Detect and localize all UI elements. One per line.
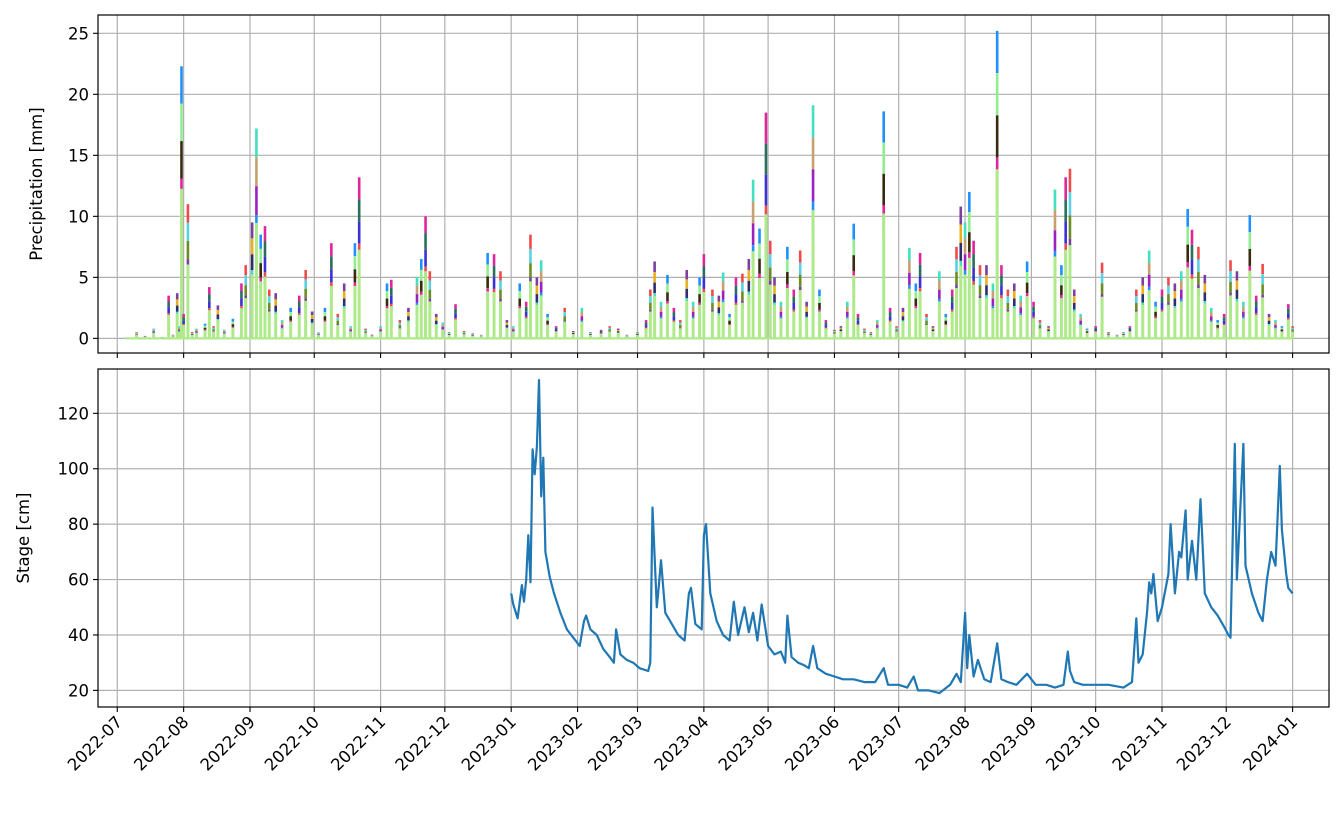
stage-y-axis-title: Stage [cm] [14, 493, 33, 584]
precipitation-series [125, 30, 1295, 340]
y-tick-label: 60 [68, 571, 89, 590]
y-tick-label: 15 [68, 146, 89, 165]
y-tick-label: 20 [68, 681, 89, 700]
stage-grid [98, 369, 1329, 707]
y-tick-label: 40 [68, 626, 89, 645]
precipitation-y-ticks: 0 5 10 15 20 25 [68, 24, 98, 348]
stage-series [510, 379, 1294, 695]
y-tick-label: 120 [58, 404, 90, 423]
precipitation-x-ticks [116, 353, 1294, 358]
y-tick-label: 100 [58, 460, 90, 479]
stage-plot-frame [97, 368, 1330, 708]
y-tick-label: 5 [79, 268, 90, 287]
precipitation-plot-frame [97, 14, 1330, 354]
precipitation-y-axis-title: Precipitation [mm] [27, 107, 46, 260]
y-tick-label: 10 [68, 207, 89, 226]
y-tick-label: 0 [79, 329, 90, 348]
stage-y-ticks: 20 40 60 80 100 120 [58, 404, 98, 700]
y-tick-label: 80 [68, 515, 89, 534]
y-tick-label: 25 [68, 24, 89, 43]
y-tick-label: 20 [68, 85, 89, 104]
precipitation-panel: 0 5 10 15 20 25 Precipitation [mm] [27, 14, 1330, 358]
stage-line [510, 379, 1294, 695]
